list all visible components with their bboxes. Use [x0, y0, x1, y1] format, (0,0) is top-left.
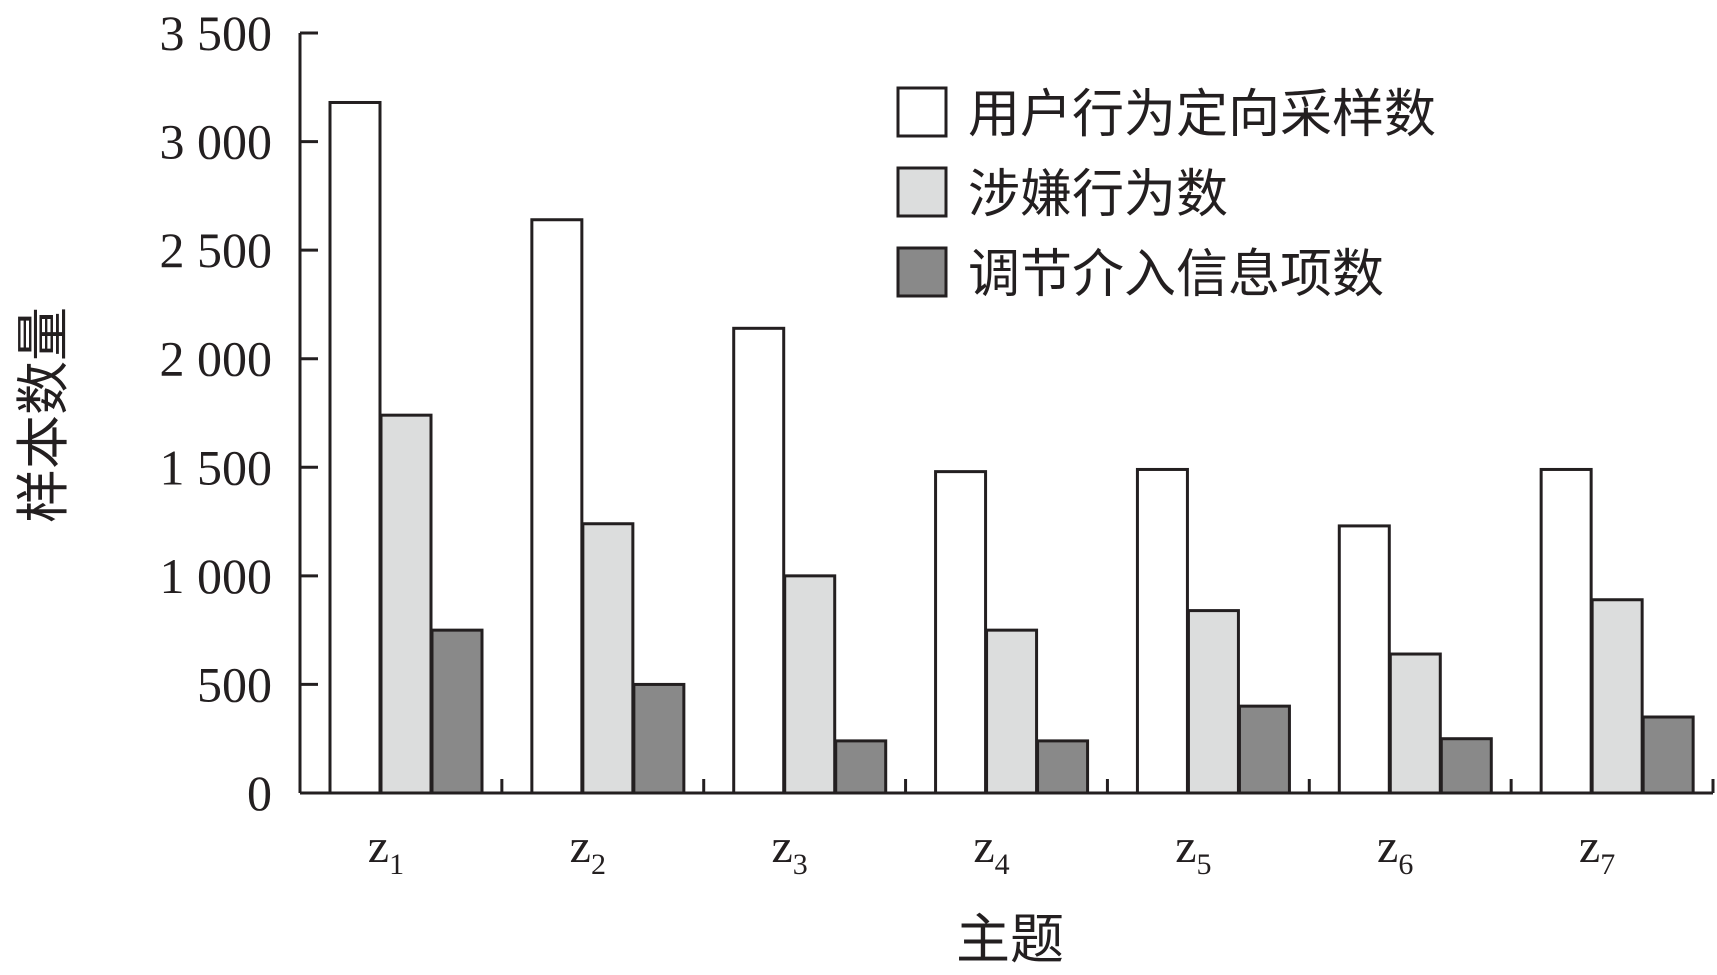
bar-1-4 — [934, 470, 988, 795]
y-axis-title: 样本数量 — [12, 307, 75, 523]
x-tick-label: z5 — [1175, 820, 1211, 881]
bars-group — [328, 100, 1695, 795]
x-tick-label: z4 — [973, 820, 1009, 881]
y-ticks-group: 0 500 1 000 1 500 2 000 2 500 3 000 3 500 — [160, 5, 318, 821]
x-tick-label: z1 — [368, 820, 404, 881]
x-tick-label: z3 — [771, 820, 807, 881]
bar-1-6 — [1337, 524, 1391, 795]
x-tick-label: z2 — [570, 820, 606, 881]
legend-swatch — [896, 86, 948, 138]
y-tick-label: 0 — [247, 765, 272, 821]
bar-3-4 — [1036, 739, 1090, 795]
bar-2-4 — [985, 628, 1039, 795]
x-ticks-group: z1 z2 z3 z4 z5 z6 z7 — [368, 779, 1715, 881]
bar-2-2 — [581, 522, 635, 795]
y-tick-label: 3 000 — [160, 114, 273, 170]
bar-2-7 — [1590, 598, 1644, 795]
y-tick-label: 2 500 — [160, 222, 273, 278]
y-tick-label: 1 500 — [160, 439, 273, 495]
bar-2-3 — [783, 574, 837, 795]
bar-2-1 — [379, 413, 433, 795]
bar-1-3 — [732, 326, 786, 795]
bar-3-1 — [430, 628, 484, 795]
bar-2-5 — [1186, 609, 1240, 795]
y-tick-label: 500 — [197, 656, 272, 712]
y-tick-label: 1 000 — [160, 548, 273, 604]
legend-label: 涉嫌行为数 — [968, 165, 1228, 225]
bar-3-2 — [632, 682, 686, 795]
bar-3-5 — [1237, 704, 1291, 795]
y-tick-label: 3 500 — [160, 5, 273, 61]
bar-3-6 — [1439, 737, 1493, 795]
x-tick-label: z6 — [1377, 820, 1413, 881]
bar-3-7 — [1641, 715, 1695, 795]
bar-1-5 — [1135, 467, 1189, 795]
legend-label: 调节介入信息项数 — [968, 245, 1384, 305]
x-axis-title: 主题 — [956, 908, 1064, 971]
axes-group — [298, 33, 1713, 795]
x-tick-label: z7 — [1579, 820, 1615, 881]
legend-swatch — [896, 246, 948, 298]
bar-1-7 — [1539, 467, 1593, 795]
bar-3-3 — [834, 739, 888, 795]
legend-label: 用户行为定向采样数 — [968, 85, 1436, 145]
bar-1-2 — [530, 218, 584, 795]
bar-2-6 — [1388, 652, 1442, 795]
bar-1-1 — [328, 100, 382, 795]
y-tick-label: 2 000 — [160, 331, 273, 387]
legend-swatch — [896, 166, 948, 218]
